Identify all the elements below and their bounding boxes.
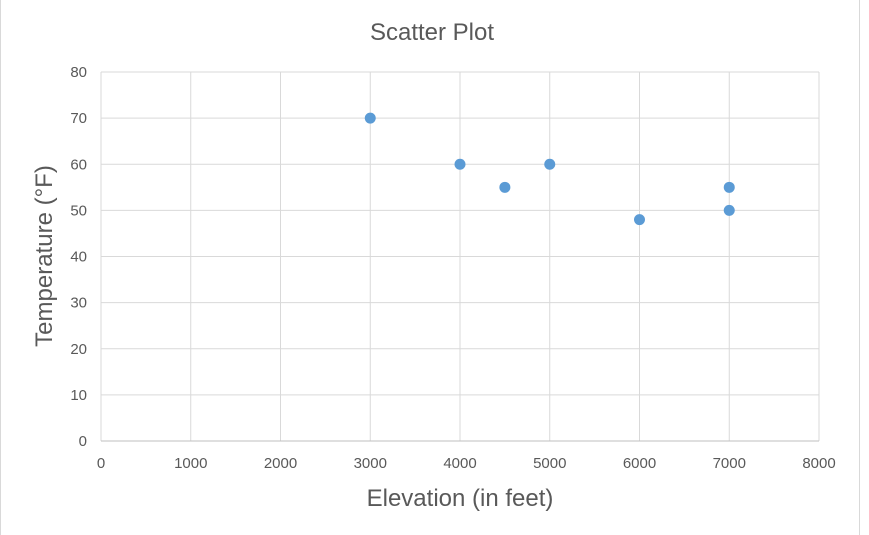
data-point bbox=[723, 181, 735, 193]
horizontal-gridlines bbox=[101, 71, 819, 396]
x-tick-label: 8000 bbox=[802, 455, 835, 472]
data-points bbox=[364, 112, 735, 226]
x-tick-label: 3000 bbox=[354, 455, 387, 472]
data-point bbox=[634, 214, 645, 226]
y-tick-label: 40 bbox=[70, 249, 87, 266]
x-tick-labels: 0 1000 2000 3000 4000 5000 6000 7000 8000 bbox=[97, 455, 836, 472]
chart-title: Scatter Plot bbox=[370, 19, 494, 46]
y-tick-label: 60 bbox=[70, 156, 87, 173]
y-tick-label: 80 bbox=[70, 64, 87, 81]
x-tick-label: 1000 bbox=[174, 455, 207, 472]
y-tick-label: 50 bbox=[70, 202, 87, 219]
y-tick-label: 10 bbox=[70, 387, 87, 404]
x-tick-label: 4000 bbox=[443, 455, 476, 472]
x-tick-label: 2000 bbox=[264, 455, 297, 472]
y-tick-label: 30 bbox=[70, 295, 87, 312]
x-tick-label: 6000 bbox=[623, 455, 656, 472]
x-tick-label: 5000 bbox=[533, 455, 566, 472]
x-tick-label: 7000 bbox=[713, 455, 746, 472]
y-tick-label: 70 bbox=[70, 110, 87, 127]
y-axis-title: Temperature (°F) bbox=[31, 165, 58, 347]
y-tick-label: 0 bbox=[79, 433, 87, 450]
data-point bbox=[499, 181, 511, 193]
x-axis-title: Elevation (in feet) bbox=[367, 485, 554, 512]
data-point bbox=[454, 158, 466, 170]
x-tick-label: 0 bbox=[97, 455, 105, 472]
data-point bbox=[723, 204, 735, 216]
data-point bbox=[364, 112, 376, 124]
data-point bbox=[544, 158, 556, 170]
y-tick-label: 20 bbox=[70, 341, 87, 358]
y-tick-labels: 0 10 20 30 40 50 60 70 80 bbox=[70, 64, 87, 450]
